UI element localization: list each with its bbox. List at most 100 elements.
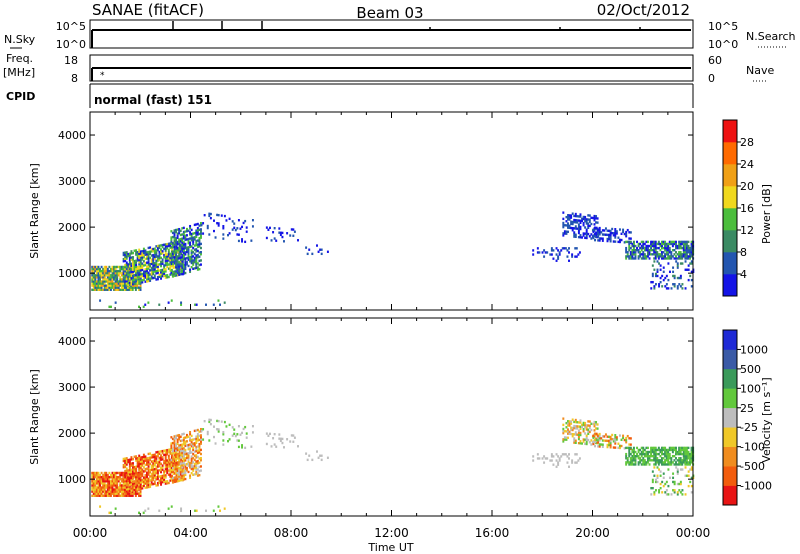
power-cell [175, 274, 178, 277]
velocity-cell [640, 459, 643, 462]
power-cell [198, 259, 201, 263]
velocity-cell [603, 439, 606, 442]
power-cell [662, 278, 665, 282]
velocity-cell [175, 461, 178, 464]
velocity-cell [629, 452, 632, 456]
velocity-cell [125, 492, 128, 495]
velocity-cell [665, 463, 668, 466]
velocity-cell [178, 471, 181, 474]
velocity-cell [637, 454, 640, 458]
velocity-cell [189, 476, 192, 479]
power-cell [272, 231, 275, 234]
velocity-cell [106, 492, 109, 495]
velocity-cell [120, 480, 123, 483]
power-cell [161, 272, 164, 276]
velocity-cell [687, 454, 690, 458]
nave-tick-top: 60 [708, 54, 722, 67]
power-cell [187, 252, 190, 255]
power-cell [152, 270, 155, 274]
velocity-cell [187, 470, 190, 474]
velocity-cell [95, 475, 98, 479]
power-cell [562, 234, 565, 237]
velocity-cell [175, 470, 178, 473]
power-cell [600, 231, 603, 234]
velocity-cell [133, 484, 136, 487]
power-cell [155, 259, 158, 263]
power-cell [614, 232, 617, 235]
velocity-cell [631, 450, 634, 454]
velocity-cell [135, 455, 138, 458]
velocity-cell [103, 484, 106, 487]
power-cell [167, 257, 170, 260]
velocity-cell [273, 432, 276, 436]
power-cell [179, 256, 182, 259]
power-cell [103, 276, 106, 279]
power-cell [625, 232, 628, 236]
velocity-cell [134, 488, 137, 491]
power-cell [209, 216, 212, 220]
nsearch-label: N.Search [746, 30, 796, 43]
colorbar-tick-label: 25 [740, 402, 754, 415]
velocity-cell [665, 452, 668, 456]
velocity-cell [100, 488, 103, 491]
velocity-cell [164, 467, 167, 471]
velocity-cell [626, 461, 629, 464]
power-cell [657, 257, 660, 260]
velocity-cell [618, 446, 621, 450]
power-cell [109, 288, 112, 291]
power-cell [570, 226, 573, 230]
velocity-cell [161, 464, 164, 467]
power-cell [95, 286, 98, 289]
power-cell [214, 236, 217, 239]
power-cell [192, 236, 195, 239]
power-cell [612, 232, 615, 235]
velocity-cell [141, 487, 144, 490]
velocity-cell [571, 426, 574, 430]
velocity-cell [558, 459, 561, 462]
velocity-cell [153, 474, 156, 477]
power-cell [114, 269, 117, 273]
velocity-cell [543, 455, 546, 458]
power-cell [141, 252, 144, 255]
velocity-cell [174, 468, 177, 471]
velocity-cell [665, 493, 668, 496]
velocity-cell [206, 430, 209, 434]
velocity-cell [130, 470, 133, 474]
power-cell [603, 233, 606, 236]
power-cell [660, 257, 663, 260]
power-cell [664, 276, 667, 280]
power-cell [656, 253, 659, 256]
velocity-cell [662, 446, 665, 450]
velocity-cell [134, 490, 137, 493]
power-cell [178, 263, 181, 266]
velocity-cell [568, 453, 570, 456]
velocity-cell [109, 486, 112, 489]
velocity-cell [193, 464, 196, 468]
power-cell [128, 269, 131, 273]
velocity-cell [125, 488, 128, 491]
velocity-cell [195, 441, 198, 445]
power-cell [150, 258, 153, 261]
power-cell [99, 299, 102, 302]
velocity-cell [133, 480, 136, 483]
velocity-cell [549, 459, 552, 462]
velocity-cell [653, 450, 656, 454]
power-cell [100, 284, 103, 287]
power-cell [228, 217, 231, 221]
power-cell [119, 272, 122, 275]
power-cell [575, 247, 578, 250]
velocity-cell [538, 457, 541, 460]
power-cell [144, 251, 147, 254]
velocity-cell [161, 449, 164, 453]
power-cell [193, 238, 196, 241]
power-cell [147, 261, 150, 264]
power-cell [555, 253, 558, 256]
power-cell [189, 241, 192, 244]
velocity-cell [650, 459, 653, 462]
velocity-cell [187, 456, 190, 459]
power-cell [685, 255, 688, 258]
power-cell [181, 262, 184, 265]
velocity-cell [657, 461, 660, 464]
velocity-cell [643, 448, 646, 452]
power-cell [133, 268, 136, 271]
